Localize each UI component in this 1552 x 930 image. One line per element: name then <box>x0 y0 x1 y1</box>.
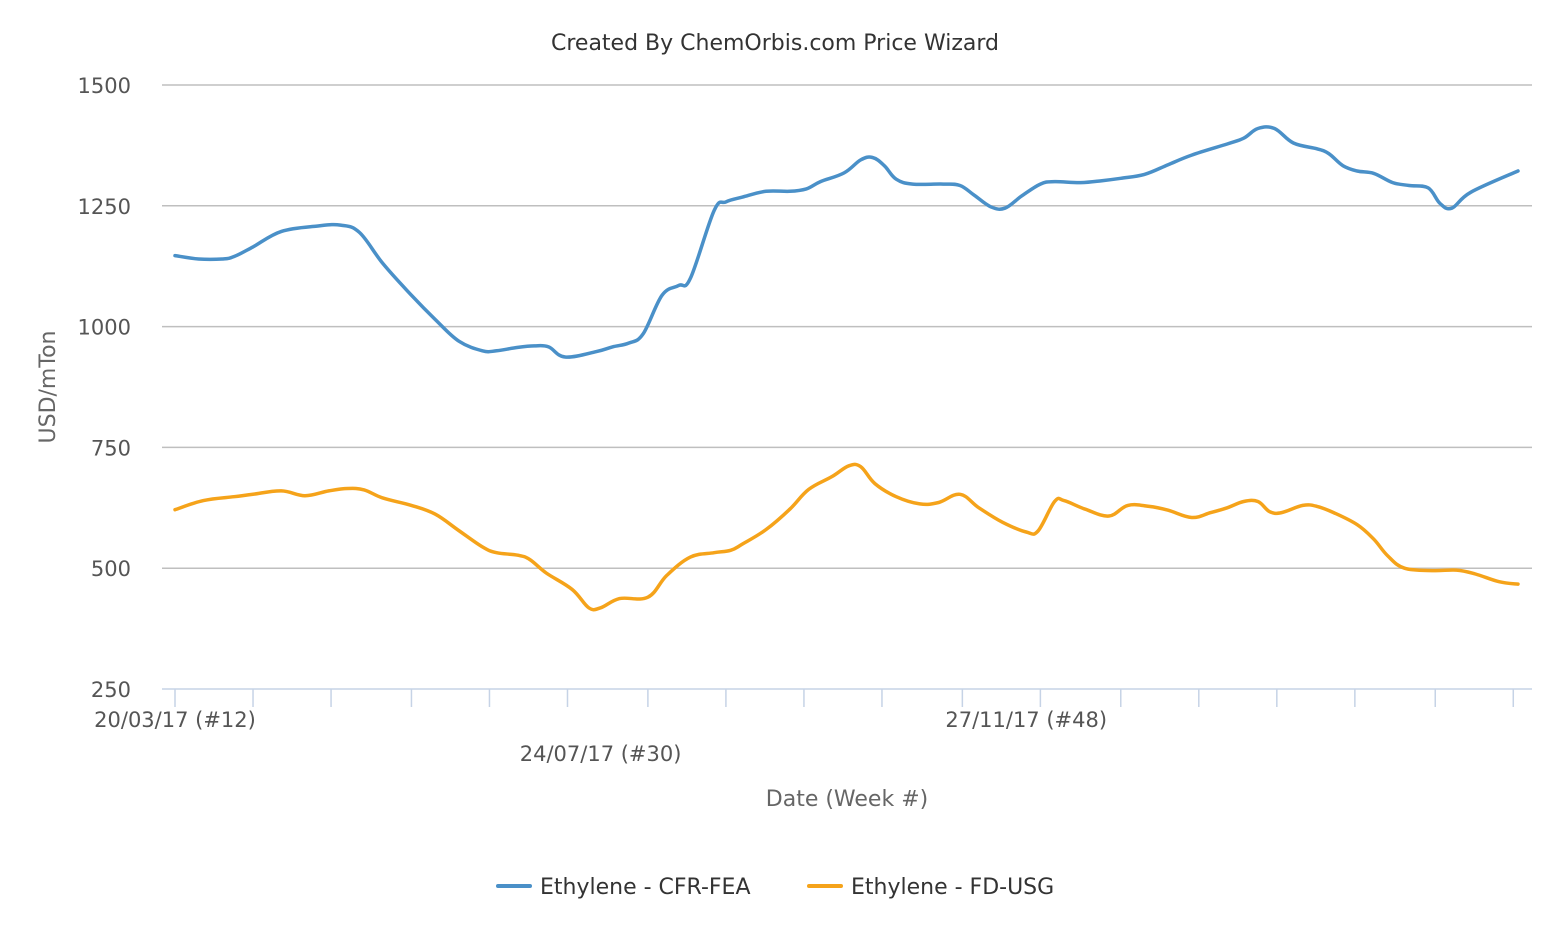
y-grid <box>162 84 1532 569</box>
x-tick-label-0: 20/03/17 (#12) <box>94 708 256 732</box>
y-tick-label-500: 500 <box>91 557 131 581</box>
series-line-0 <box>173 125 1520 359</box>
y-tick-label-1500: 1500 <box>78 74 131 98</box>
y-tick-label-750: 750 <box>91 436 131 460</box>
x-axis-label: Date (Week #) <box>766 787 928 812</box>
legend-label-0: Ethylene - CFR-FEA <box>540 875 751 900</box>
series-line-1 <box>173 462 1520 612</box>
x-tick-labels: 20/03/17 (#12) 24/07/17 (#30) 27/11/17 (#4… <box>94 708 1107 766</box>
legend-item-1[interactable]: Ethylene - FD-USG <box>807 875 1054 900</box>
x-tick-marks <box>174 689 1515 707</box>
legend-label-1: Ethylene - FD-USG <box>851 875 1054 900</box>
legend-item-0[interactable]: Ethylene - CFR-FEA <box>496 875 751 900</box>
y-tick-label-250: 250 <box>91 678 131 702</box>
y-tick-labels: 1500 1250 1000 750 500 250 <box>78 74 131 702</box>
y-tick-label-1000: 1000 <box>78 316 131 340</box>
chart-title: Created By ChemOrbis.com Price Wizard <box>551 31 999 56</box>
x-tick-label-2: 27/11/17 (#48) <box>945 708 1107 732</box>
y-axis-label: USD/mTon <box>36 331 61 444</box>
series-lines <box>173 125 1520 612</box>
x-tick-label-1: 24/07/17 (#30) <box>520 742 682 766</box>
y-tick-label-1250: 1250 <box>78 195 131 219</box>
legend[interactable]: Ethylene - CFR-FEA Ethylene - FD-USG <box>496 875 1054 900</box>
